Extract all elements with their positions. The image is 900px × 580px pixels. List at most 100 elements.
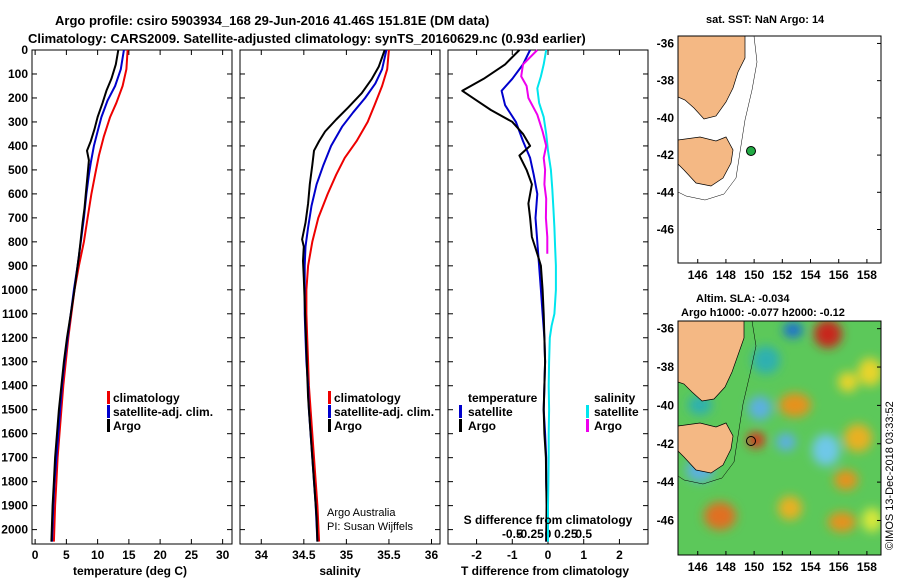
map-y-tick-label: -40 [657, 111, 675, 125]
x2-tick-label: 0.5 [575, 527, 592, 541]
sla-blob [862, 508, 881, 532]
y-tick-label: 1600 [1, 427, 28, 441]
legend-label-climatology: climatology [334, 391, 401, 405]
legend-swatch-s-satellite [586, 405, 589, 418]
x-tick-label: 10 [91, 548, 105, 562]
map-y-tick-label: -46 [657, 513, 675, 527]
legend-label-satellite: satellite-adj. clim. [334, 405, 434, 419]
y-tick-label: 800 [8, 235, 28, 249]
sla-blob [838, 372, 858, 392]
y-tick-label: 1700 [1, 451, 28, 465]
x-tick-label: 35.5 [377, 548, 401, 562]
temperature-chart: 0 5 10 15 20 25 300100200300400500600700800900… [1, 43, 232, 562]
sla-blob [776, 433, 796, 451]
sla-map-title1: Altim. SLA: -0.034 [696, 293, 790, 305]
sst-argo-marker [746, 146, 756, 156]
sla-argo-marker [746, 436, 756, 446]
series-line-argo [50, 49, 120, 542]
sla-blob [858, 358, 881, 386]
map-x-tick-label: 156 [829, 560, 849, 574]
sla-blob [748, 396, 772, 420]
map-y-tick-label: -42 [657, 148, 675, 162]
y-tick-label: 500 [8, 163, 28, 177]
series-line-climatology [52, 49, 129, 542]
x-tick-label: 34 [255, 548, 269, 562]
legend-swatch-t-satellite [459, 405, 462, 418]
series-line-satellite-adj-clim- [51, 49, 125, 542]
difference-xlabel: T difference from climatology [461, 564, 629, 578]
map-x-tick-label: 150 [744, 268, 764, 282]
sla-blob [814, 321, 842, 348]
map-y-tick-label: -40 [657, 398, 675, 412]
sst-map-frame [677, 35, 882, 264]
imos-timestamp: ©IMOS 13-Dec-2018 03:33:52 [884, 401, 896, 550]
sla-blob [779, 393, 811, 417]
map-x-tick-label: 150 [744, 560, 764, 574]
map-x-tick-label: 158 [857, 560, 877, 574]
figure-title-line1: Argo profile: csiro 5903934_168 29-Jun-2… [55, 13, 489, 28]
sla-blob [828, 512, 856, 532]
map-x-tick-label: 146 [688, 268, 708, 282]
temperature-plot-frame [31, 49, 233, 545]
sla-mainland [678, 321, 745, 402]
sla-blob [834, 470, 858, 490]
sla-tasmania [678, 422, 734, 474]
legend-title-salinity: salinity [594, 391, 636, 405]
sst-tasmania [678, 136, 734, 187]
salinity-legend: climatology satellite-adj. clim. Argo [328, 391, 434, 433]
sla-blob [812, 434, 840, 466]
y-tick-label: 400 [8, 139, 28, 153]
y-tick-label: 300 [8, 115, 28, 129]
map-x-tick-label: 158 [857, 268, 877, 282]
y-tick-label: 100 [8, 67, 28, 81]
sla-blob [844, 424, 872, 452]
x-tick-label: -2 [471, 548, 482, 562]
credit-argo-australia: Argo Australia [327, 507, 396, 519]
temperature-xlabel: temperature (deg C) [73, 564, 187, 578]
legend-swatch-argo [328, 419, 331, 432]
sst-map [677, 35, 882, 264]
sst-map-title: sat. SST: NaN Argo: 14 [706, 14, 825, 26]
x-tick-label: 0 [32, 548, 39, 562]
sla-map-axes: 146 148 150 152 154 156 158 -36 -38 -40 -42 -44 -46 [657, 322, 881, 574]
temperature-legend: climatology satellite-adj. clim. Argo [107, 391, 213, 433]
legend-swatch-t-argo [459, 419, 462, 432]
sst-map-axes: 146 148 150 152 154 156 158 -36 -38 -40 -42 -44 -46 [657, 36, 881, 282]
y-tick-label: 1800 [1, 475, 28, 489]
series-line-t-argo [461, 49, 548, 542]
series-line-s-argo [520, 49, 549, 254]
x-tick-label: -1 [507, 548, 518, 562]
x-tick-label: 15 [122, 548, 136, 562]
sst-shelf-contour [678, 36, 758, 201]
y-tick-label: 1400 [1, 379, 28, 393]
x-tick-label: 36 [425, 548, 439, 562]
series-line-s-satellite [536, 49, 557, 542]
x2-tick-label: 0.25 [554, 527, 578, 541]
y-tick-label: 700 [8, 211, 28, 225]
map-y-tick-label: -42 [657, 437, 675, 451]
x-tick-label: 2 [616, 548, 623, 562]
credit-pi: PI: Susan Wijffels [327, 521, 413, 533]
y-tick-label: 2000 [1, 523, 28, 537]
sla-shelf-contour [678, 321, 757, 485]
figure-title-line2: Climatology: CARS2009. Satellite-adjuste… [28, 31, 586, 46]
legend-label-climatology: climatology [113, 391, 180, 405]
y-tick-label: 0 [21, 43, 28, 57]
x-tick-label: 5 [63, 548, 70, 562]
sla-map-title2: Argo h1000: -0.077 h2000: -0.12 [681, 307, 845, 319]
map-y-tick-label: -44 [657, 185, 675, 199]
legend-swatch-satellite [328, 405, 331, 418]
map-x-tick-label: 154 [800, 268, 820, 282]
x-tick-label: 0 [545, 548, 552, 562]
map-y-tick-label: -44 [657, 475, 675, 489]
legend-label-argo: Argo [113, 419, 141, 433]
legend-swatch-climatology [328, 391, 331, 404]
difference-legend: temperature satellite Argo salinity sate… [459, 391, 639, 433]
y-tick-label: 600 [8, 187, 28, 201]
salinity-chart: 34 34.5 35 35.5 36 [240, 49, 440, 562]
legend-label-s-argo: Argo [594, 419, 622, 433]
legend-swatch-satellite [107, 405, 110, 418]
x-tick-label: 34.5 [292, 548, 316, 562]
x2-tick-label: -0.5 [502, 527, 523, 541]
